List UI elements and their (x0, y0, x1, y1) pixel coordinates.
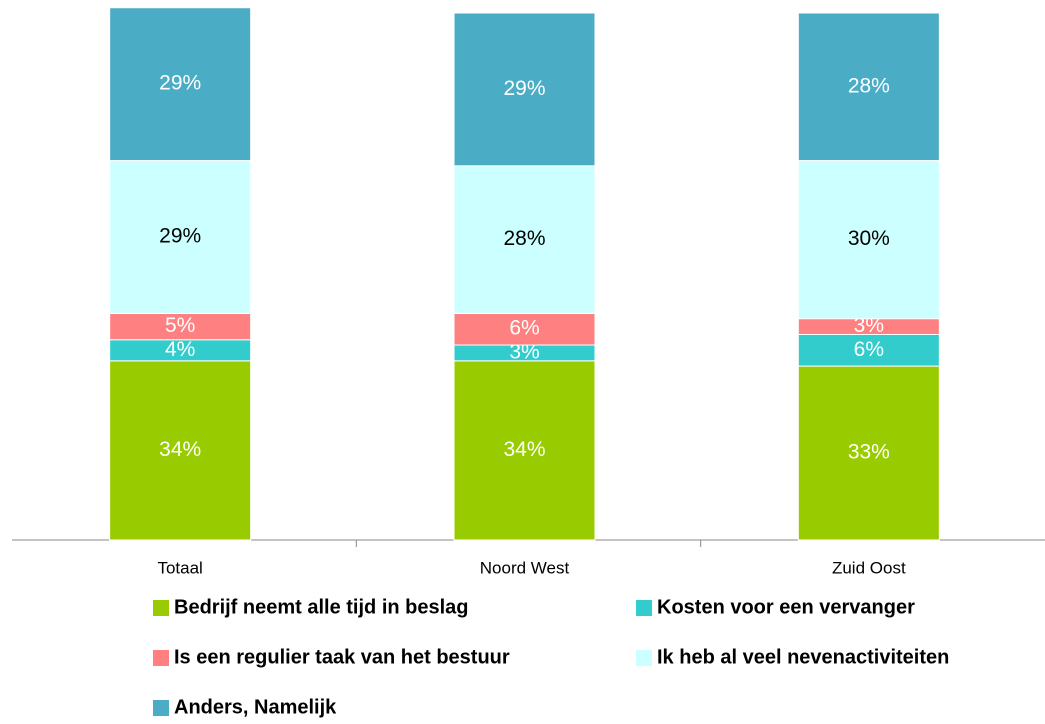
data-label: 29% (159, 225, 201, 248)
data-label: 34% (503, 438, 545, 461)
legend-swatch (153, 650, 169, 666)
x-tick-label: Noord West (480, 558, 570, 577)
data-label: 28% (848, 74, 890, 97)
legend-swatch (153, 600, 169, 616)
data-label: 3% (509, 340, 539, 363)
x-tick-label: Totaal (157, 558, 202, 577)
x-tick-label: Zuid Oost (832, 558, 906, 577)
bar-segment (797, 160, 940, 320)
bar-segment (109, 360, 252, 541)
data-label: 29% (159, 72, 201, 95)
data-label: 30% (848, 227, 890, 250)
bar-segment (109, 7, 252, 162)
data-label: 5% (165, 314, 195, 337)
legend-label: Is een regulier taak van het bestuur (174, 646, 510, 668)
data-label: 3% (854, 314, 884, 337)
data-label: 33% (848, 441, 890, 464)
bar-segment (109, 160, 252, 314)
data-label: 29% (503, 77, 545, 100)
bar-segment (109, 312, 252, 341)
data-label: 6% (509, 317, 539, 340)
bar-segment (797, 365, 940, 541)
legend-swatch (153, 700, 169, 716)
legend-label: Bedrijf neemt alle tijd in beslag (174, 596, 469, 618)
bar-segment (797, 12, 940, 162)
bar-segment (453, 12, 596, 167)
legend-label: Ik heb al veel nevenactiviteiten (657, 646, 949, 668)
bar-segment (453, 312, 596, 346)
data-label: 4% (165, 338, 195, 361)
data-label: 28% (503, 227, 545, 250)
legend-label: Kosten voor een vervanger (657, 596, 915, 618)
legend-swatch (636, 600, 652, 616)
bar-segment (453, 360, 596, 541)
bar-segment (797, 333, 940, 367)
legend-label: Anders, Namelijk (174, 696, 337, 718)
data-label: 34% (159, 438, 201, 461)
data-label: 6% (854, 338, 884, 361)
legend-swatch (636, 650, 652, 666)
bar-segment (453, 165, 596, 314)
